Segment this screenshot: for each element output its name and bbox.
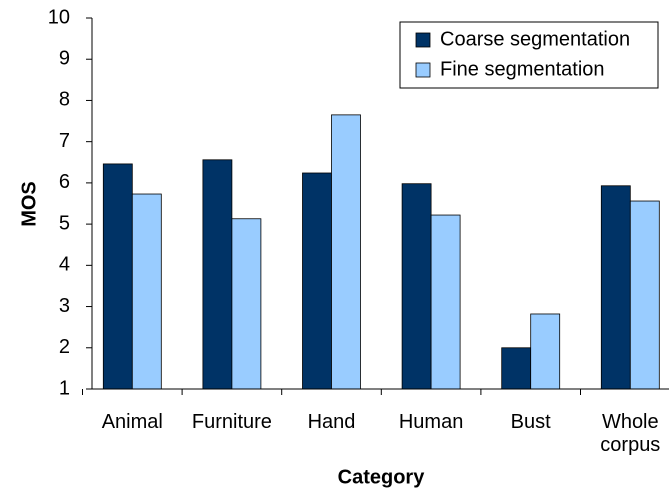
y-tick-label: 5 bbox=[59, 212, 70, 234]
x-tick-label: Human bbox=[398, 411, 464, 433]
y-tick-label: 10 bbox=[48, 6, 70, 28]
legend-swatch bbox=[415, 62, 431, 78]
bar bbox=[331, 114, 361, 390]
y-tick-label: 4 bbox=[59, 254, 70, 276]
y-axis-title: MOS bbox=[18, 181, 40, 227]
x-tick-label: Furniture bbox=[191, 411, 272, 433]
x-tick-label: Bust bbox=[510, 411, 551, 433]
x-tick-label: Hand bbox=[307, 411, 356, 433]
bar bbox=[600, 185, 631, 390]
bar bbox=[530, 313, 561, 390]
bar bbox=[102, 163, 133, 390]
y-tick-label: 3 bbox=[59, 295, 70, 317]
y-tick-label: 2 bbox=[59, 336, 70, 358]
bar bbox=[401, 183, 432, 390]
x-axis-title: Category bbox=[338, 466, 426, 488]
x-tick-label: Animal bbox=[101, 411, 163, 433]
y-tick-label: 6 bbox=[59, 171, 70, 193]
bar bbox=[302, 172, 332, 390]
bar bbox=[231, 218, 262, 390]
y-tick-label: 8 bbox=[59, 89, 70, 111]
bar bbox=[629, 200, 660, 390]
bar bbox=[202, 159, 233, 390]
y-tick-label: 1 bbox=[59, 377, 70, 399]
bar bbox=[430, 214, 461, 390]
y-tick-label: 7 bbox=[59, 130, 70, 152]
legend-label: Coarse segmentation bbox=[440, 28, 630, 50]
legend-box bbox=[399, 21, 659, 89]
bar bbox=[501, 347, 532, 390]
x-tick-label: Whole corpus bbox=[600, 411, 661, 456]
legend-swatch bbox=[415, 32, 431, 48]
legend-label: Fine segmentation bbox=[440, 58, 605, 80]
y-tick-label: 9 bbox=[59, 48, 70, 70]
bar bbox=[131, 193, 162, 390]
